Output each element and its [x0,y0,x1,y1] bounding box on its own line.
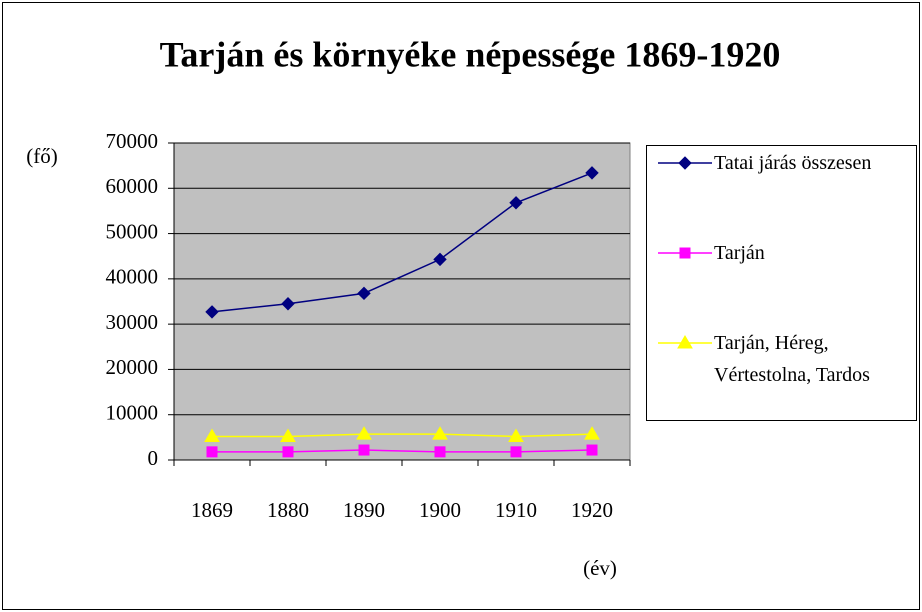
x-tick-label: 1890 [343,498,385,522]
marker [358,444,370,456]
legend-marker [678,156,692,170]
y-tick-label: 0 [148,446,159,470]
y-tick-label: 20000 [106,355,159,379]
legend-label: Tarján, Héreg, Vértestolna, Tardos [714,332,870,386]
y-tick-label: 50000 [106,219,159,243]
x-tick-label: 1880 [267,498,309,522]
legend-label: Tatai járás összesen [714,152,872,174]
marker [432,426,448,440]
x-tick-label: 1900 [419,498,461,522]
legend-marker [679,247,691,259]
marker [584,426,600,440]
y-tick-label: 30000 [106,310,159,334]
marker [510,446,522,458]
legend-label: Tarján [714,242,765,264]
marker [281,297,295,311]
marker [356,426,372,440]
plot-area [173,142,631,461]
marker [204,428,220,442]
legend-item: Tatai járás összesen [714,152,872,174]
y-tick-label: 40000 [106,265,159,289]
y-axis-label: (fő) [26,144,57,168]
marker [205,305,219,319]
chart-title: Tarján és környéke népessége 1869-1920 [160,34,781,74]
legend-item: Tarján, Héreg, Vértestolna, Tardos [714,332,870,386]
x-tick-label: 1910 [495,498,537,522]
y-tick-label: 70000 [106,129,159,153]
marker [357,286,371,301]
series-line [212,433,593,438]
legend-item: Tarján [714,242,765,264]
marker [585,166,599,180]
marker [206,446,218,458]
y-tick-label: 10000 [106,401,159,425]
marker [434,446,446,458]
marker [280,428,296,442]
series-line [211,172,593,313]
legend-marker [677,335,693,349]
y-tick-label: 60000 [106,174,159,198]
marker [508,428,524,442]
legend-box [646,145,917,421]
marker [282,446,294,458]
marker [433,252,447,267]
marker [586,444,598,456]
marker [509,196,523,210]
series-line [212,449,593,453]
x-axis-label: (év) [583,556,617,580]
x-tick-label: 1920 [571,498,613,522]
x-tick-label: 1869 [191,498,233,522]
